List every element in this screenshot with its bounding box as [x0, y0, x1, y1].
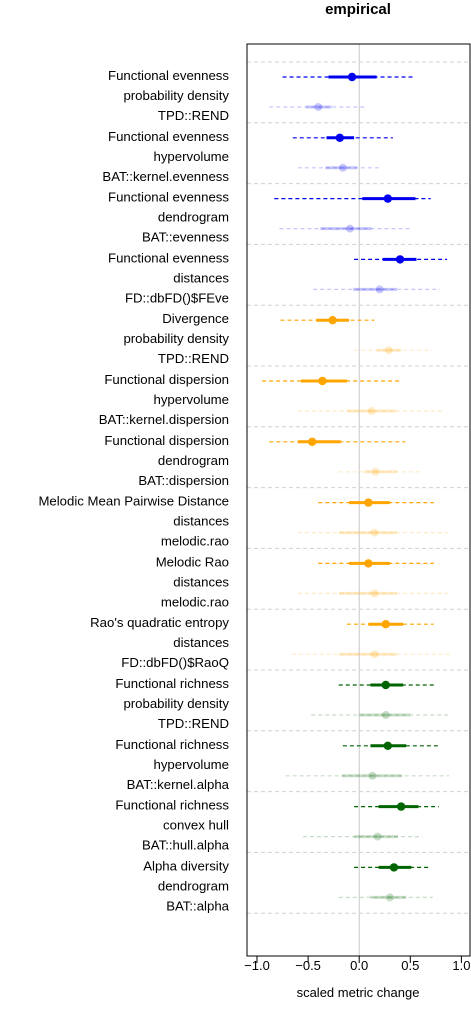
metric-estimate-group	[291, 620, 452, 659]
metric-label: distances	[173, 635, 229, 650]
metric-estimate-group	[269, 437, 423, 476]
faded-point	[314, 103, 323, 111]
main-point	[307, 437, 317, 446]
metric-label: TPD::REND	[158, 108, 229, 123]
faded-point	[338, 163, 347, 172]
metric-estimate-group	[311, 680, 452, 719]
metric-label: Functional richness	[115, 798, 229, 813]
main-point	[396, 802, 406, 811]
metric-label: BAT::kernel.alpha	[127, 777, 230, 792]
faded-point	[371, 467, 380, 476]
metric-label: distances	[173, 514, 229, 529]
metric-label: Functional dispersion	[104, 433, 229, 448]
main-point	[335, 133, 344, 142]
metric-label: BAT::kernel.dispersion	[99, 412, 229, 427]
metric-label: hypervolume	[154, 757, 230, 772]
metric-label: melodic.rao	[161, 534, 229, 549]
metric-estimate-group	[302, 802, 439, 841]
metric-label: Functional evenness	[108, 129, 229, 144]
x-tick-label: 0.5	[401, 958, 419, 973]
metric-label: Rao's quadratic entropy	[90, 615, 229, 630]
metric-label: distances	[173, 574, 229, 589]
chart-title: empirical	[325, 1, 391, 18]
metric-label: BAT::kernel.evenness	[102, 169, 229, 184]
metric-label: BAT::hull.alpha	[142, 838, 230, 853]
metric-label: probability density	[123, 331, 229, 346]
main-point	[318, 376, 327, 386]
metric-label: BAT::evenness	[142, 230, 229, 245]
faded-point	[381, 711, 390, 719]
metric-label: hypervolume	[154, 392, 230, 407]
metric-label: Functional richness	[115, 737, 229, 752]
x-axis-label: scaled metric change	[297, 985, 420, 1000]
main-point	[383, 741, 393, 750]
metric-label: Divergence	[162, 311, 229, 326]
main-point	[328, 316, 337, 325]
metric-label: Functional evenness	[108, 68, 229, 83]
metric-estimate-group	[297, 559, 449, 598]
metric-label: convex hull	[163, 818, 229, 833]
metric-label: BAT::alpha	[166, 898, 229, 913]
metric-estimate-group	[297, 498, 449, 537]
metric-labels: Functional evenness probability density TP…	[38, 68, 229, 913]
faded-point	[370, 650, 379, 659]
metric-label: dendrogram	[158, 878, 229, 893]
faded-point	[368, 771, 377, 780]
metric-estimate-group	[292, 133, 393, 172]
metric-label: FD::dbFD()$FEve	[125, 290, 229, 305]
x-axis: −1.0 −0.5 0.0 0.5 1.0	[244, 956, 470, 973]
metric-label: Functional richness	[115, 676, 229, 691]
x-tick-label: 1.0	[452, 958, 470, 973]
faded-point	[370, 528, 379, 537]
main-point	[381, 620, 390, 629]
metric-label: Functional evenness	[108, 190, 229, 205]
metric-label: TPD::REND	[158, 351, 229, 366]
x-tick-label: 0.0	[350, 958, 368, 973]
metric-estimate-group	[269, 72, 416, 111]
metric-estimate-group	[338, 863, 433, 902]
metric-label: FD::dbFD()$RaoQ	[121, 655, 229, 670]
main-point	[364, 559, 373, 568]
metric-estimate-group	[274, 194, 431, 233]
metric-estimate-group	[285, 741, 450, 780]
metric-label: dendrogram	[158, 453, 229, 468]
main-point	[347, 72, 357, 82]
faded-point	[346, 224, 355, 233]
main-point	[364, 498, 373, 507]
metric-label: Functional evenness	[108, 250, 229, 265]
x-tick-label: −1.0	[244, 958, 270, 973]
metric-label: dendrogram	[158, 210, 229, 225]
metric-label: Alpha diversity	[143, 858, 229, 873]
x-tick-label: −0.5	[295, 958, 321, 973]
main-point	[389, 863, 399, 872]
plot-frame	[246, 43, 471, 957]
faded-point	[370, 589, 379, 598]
metric-estimate-group	[313, 255, 448, 294]
main-point	[381, 680, 390, 690]
metric-label: distances	[173, 270, 229, 285]
metric-label: Functional dispersion	[104, 372, 229, 387]
metric-label: probability density	[123, 696, 229, 711]
metric-label: probability density	[123, 88, 229, 103]
main-point	[395, 255, 405, 264]
metric-label: TPD::REND	[158, 716, 229, 731]
main-point	[383, 194, 393, 203]
faded-point	[385, 893, 394, 902]
metric-label: Melodic Mean Pairwise Distance	[38, 494, 229, 509]
faded-point	[373, 832, 382, 841]
faded-point	[384, 346, 393, 355]
plot-area	[247, 44, 470, 956]
metric-label: melodic.rao	[161, 594, 229, 609]
metric-estimate-group	[262, 376, 445, 415]
faded-point	[375, 285, 384, 294]
metric-estimate-group	[280, 316, 433, 355]
metric-label: hypervolume	[154, 149, 230, 164]
faded-point	[367, 407, 376, 415]
metric-label: Melodic Rao	[156, 554, 229, 569]
metric-label: BAT::dispersion	[138, 473, 229, 488]
